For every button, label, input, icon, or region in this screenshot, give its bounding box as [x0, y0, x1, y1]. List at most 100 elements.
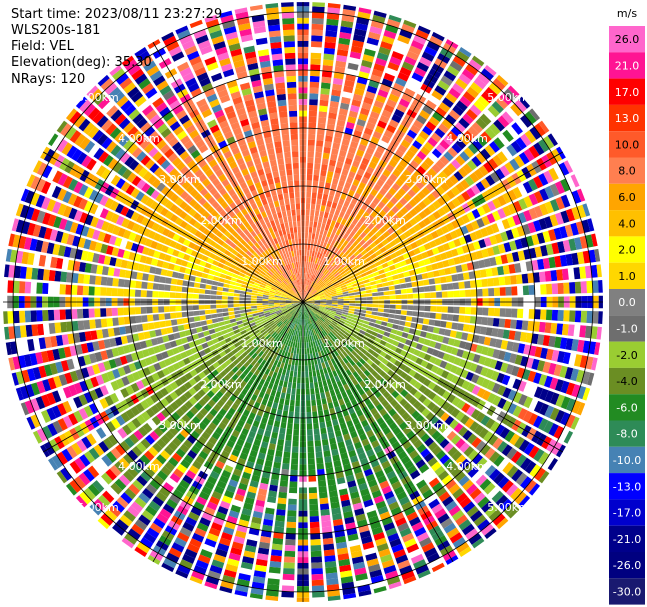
gate-cell [344, 249, 351, 256]
gate-cell [290, 463, 298, 471]
gate-cell [476, 307, 483, 316]
gate-cell [553, 227, 563, 240]
gate-cell [348, 202, 356, 210]
gate-cell [318, 246, 323, 253]
gate-cell [533, 142, 545, 156]
gate-cell [175, 292, 182, 299]
gate-cell [436, 196, 446, 207]
gate-cell [198, 288, 206, 294]
gate-cell [409, 124, 421, 135]
gate-cell [324, 41, 336, 49]
gate-cell [314, 284, 319, 290]
gate-cell [278, 433, 285, 440]
gate-cell [451, 322, 459, 330]
gate-cell [210, 304, 217, 309]
gate-cell [404, 202, 413, 212]
gate-cell [443, 135, 454, 146]
gate-cell [438, 170, 448, 181]
gate-cell [576, 204, 587, 219]
gate-cell [322, 537, 334, 545]
gate-cell [373, 183, 382, 192]
gate-cell [225, 323, 232, 329]
gate-cell [341, 96, 351, 105]
gate-cell [527, 221, 537, 234]
gate-cell [310, 209, 315, 216]
gate-cell [225, 275, 232, 281]
gate-cell [446, 314, 454, 321]
gate-cell [311, 568, 323, 575]
gate-cell [350, 104, 360, 113]
gate-cell [311, 12, 325, 19]
gate-cell [308, 300, 315, 302]
gate-cell [282, 457, 290, 464]
gate-cell [416, 150, 427, 161]
gate-cell [336, 49, 349, 57]
gate-cell [275, 514, 286, 522]
gate-cell [318, 480, 327, 487]
gate-cell [53, 309, 61, 321]
gate-cell [371, 226, 379, 234]
gate-cell [307, 429, 313, 436]
gate-cell [510, 140, 523, 154]
gate-cell [391, 50, 404, 61]
gate-cell [330, 239, 336, 246]
gate-cell [313, 239, 318, 246]
gate-cell [325, 572, 338, 580]
gate-cell [478, 239, 487, 249]
gate-cell [460, 179, 470, 190]
gate-cell [471, 208, 481, 219]
gate-cell [324, 262, 330, 269]
gate-cell [333, 196, 340, 204]
gate-cell [340, 218, 347, 226]
gate-cell [304, 249, 307, 256]
gate-cell [328, 274, 334, 280]
gate-cell [274, 299, 280, 302]
gate-cell [338, 211, 345, 219]
gate-cell [511, 122, 523, 135]
gate-cell [450, 126, 462, 138]
gate-cell [445, 92, 458, 104]
gate-cell [309, 75, 320, 83]
gate-cell [136, 324, 144, 332]
gate-cell [406, 164, 416, 174]
gate-cell [360, 249, 368, 256]
gate-cell [485, 225, 494, 236]
gate-cell [544, 270, 552, 282]
gate-cell [417, 190, 426, 200]
gate-cell [417, 25, 431, 35]
gate-cell [481, 91, 494, 104]
gate-cell [158, 291, 165, 298]
gate-cell [543, 170, 554, 184]
gate-cell [493, 287, 501, 296]
gate-cell [239, 303, 246, 307]
gate-cell [476, 135, 488, 147]
gate-cell [295, 359, 299, 366]
gate-cell [169, 292, 176, 298]
gate-cell [445, 250, 453, 259]
gate-cell [304, 348, 307, 355]
gate-cell [311, 192, 317, 199]
gate-cell [401, 93, 413, 103]
gate-cell [523, 195, 533, 208]
gate-cell [401, 265, 409, 272]
gate-cell [372, 292, 379, 297]
gate-cell [408, 144, 419, 155]
gate-cell [426, 249, 434, 257]
gate-cell [563, 430, 574, 444]
gate-cell [309, 268, 313, 275]
gate-cell [462, 163, 473, 175]
gate-cell [423, 141, 435, 152]
gate-cell [564, 224, 574, 237]
gate-cell [325, 461, 333, 469]
gate-cell [135, 280, 142, 289]
gate-cell [410, 275, 417, 282]
gate-cell [363, 279, 370, 284]
gate-cell [228, 288, 235, 293]
gate-cell [383, 266, 391, 273]
gate-cell [428, 116, 440, 127]
gate-cell [483, 237, 492, 247]
gate-cell [420, 161, 431, 171]
gate-cell [227, 307, 234, 312]
gate-cell [308, 273, 312, 280]
gate-cell [378, 269, 385, 275]
